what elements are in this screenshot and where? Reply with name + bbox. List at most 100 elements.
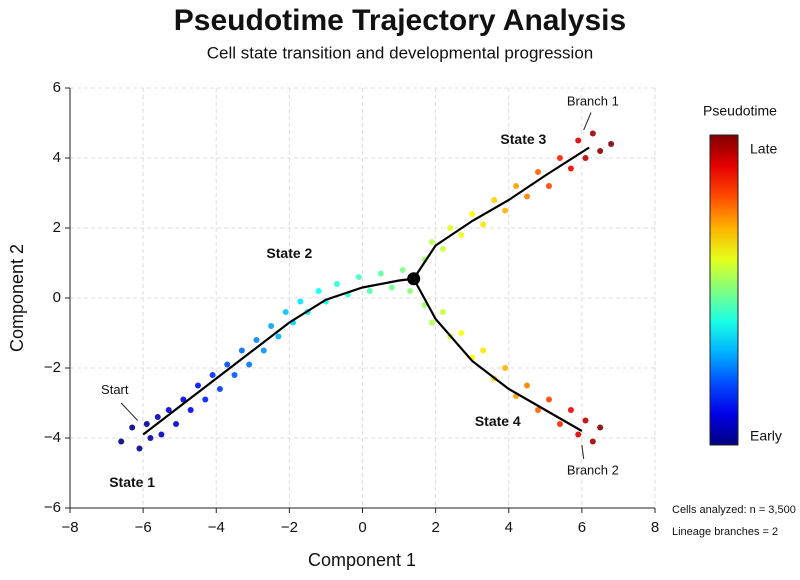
cell-point: [447, 225, 454, 231]
cell-point: [165, 407, 172, 413]
cell-point: [246, 361, 253, 368]
cell-point: [268, 323, 275, 329]
cell-point: [608, 141, 615, 147]
cell-point: [194, 382, 201, 389]
cell-point: [158, 431, 165, 438]
trajectory-line: [412, 278, 583, 432]
cell-point: [502, 207, 509, 214]
chart-subtitle: Cell state transition and developmental …: [207, 43, 594, 62]
cell-point: [209, 372, 216, 378]
cell-point: [589, 130, 596, 137]
y-tick-label: −2: [44, 359, 61, 376]
cell-point: [147, 435, 154, 441]
cell-point: [216, 386, 223, 392]
cell-point: [502, 365, 509, 371]
cell-point: [388, 284, 395, 291]
cell-point: [582, 417, 589, 424]
cell-point: [556, 155, 563, 161]
note: Cells analyzed: n = 3,500: [672, 504, 796, 516]
x-axis-label: Component 1: [308, 550, 416, 570]
x-tick-label: 4: [505, 519, 513, 536]
cell-point: [399, 267, 406, 273]
cell-point: [535, 169, 541, 175]
y-tick-label: 2: [53, 219, 61, 236]
annotation: Branch 1: [567, 93, 619, 108]
cell-point: [439, 309, 446, 315]
cell-point: [439, 246, 446, 252]
cell-point: [545, 396, 552, 403]
trajectory-line: [412, 146, 590, 280]
cell-point: [180, 396, 187, 403]
x-tick-label: −2: [281, 519, 298, 536]
cell-point: [407, 288, 414, 294]
x-tick-label: −4: [208, 519, 225, 536]
cell-point: [480, 221, 487, 228]
y-tick-label: 0: [53, 289, 61, 306]
cell-point: [129, 424, 136, 431]
cell-point: [469, 211, 476, 217]
cell-point: [458, 330, 465, 336]
note: Lineage branches = 2: [672, 526, 778, 538]
y-tick-label: 4: [53, 149, 61, 166]
cell-point: [275, 333, 282, 340]
cell-point: [231, 372, 238, 378]
cell-point: [260, 347, 267, 354]
trajectory-line: [142, 277, 414, 436]
cell-point: [297, 298, 304, 305]
y-tick-label: −6: [44, 499, 61, 516]
annotation-leader: [120, 402, 139, 421]
cell-point: [545, 183, 552, 189]
annotation: State 4: [475, 413, 521, 429]
x-tick-label: 0: [358, 519, 366, 536]
x-tick-label: 8: [651, 519, 659, 536]
cell-point: [480, 347, 487, 354]
cell-point: [173, 421, 180, 427]
cell-point: [377, 270, 384, 277]
cell-point: [428, 319, 435, 326]
x-tick-label: 2: [431, 519, 439, 536]
annotation: Branch 2: [567, 463, 619, 478]
cell-point: [597, 424, 604, 431]
annotation: State 1: [109, 474, 155, 490]
colorbar-title: Pseudotime: [703, 103, 777, 119]
cell-point: [143, 421, 150, 427]
cell-point: [366, 288, 373, 294]
y-tick-label: −4: [44, 429, 61, 446]
cell-point: [282, 309, 289, 315]
cell-point: [315, 288, 322, 294]
y-tick-label: 6: [53, 79, 61, 96]
branch-point: [407, 272, 421, 286]
x-tick-label: −6: [135, 519, 152, 536]
colorbar-low-label: Early: [750, 428, 782, 444]
colorbar-high-label: Late: [750, 141, 777, 157]
cell-point: [524, 382, 531, 389]
cell-point: [118, 438, 125, 445]
cell-point: [202, 396, 209, 403]
cell-point: [491, 197, 498, 203]
cell-point: [535, 407, 541, 413]
cell-point: [582, 155, 589, 161]
annotation-leader: [581, 444, 585, 460]
cell-point: [567, 165, 574, 172]
cell-point: [556, 421, 563, 427]
cell-point: [589, 438, 596, 445]
cell-point: [575, 431, 582, 438]
annotation: State 3: [500, 131, 546, 147]
x-tick-label: 6: [578, 519, 586, 536]
cell-point: [224, 361, 231, 368]
cell-point: [597, 148, 604, 154]
annotation-leader: [583, 112, 592, 131]
cell-point: [575, 137, 582, 144]
cell-point: [355, 274, 362, 280]
cell-point: [524, 193, 531, 200]
colorbar: [709, 134, 739, 446]
cell-point: [238, 347, 245, 354]
cell-point: [187, 407, 194, 413]
x-tick-label: −8: [61, 519, 78, 536]
cell-point: [136, 445, 143, 452]
cell-point: [333, 281, 340, 287]
cell-point: [458, 232, 465, 238]
cell-point: [513, 183, 520, 189]
cell-point: [567, 407, 574, 413]
